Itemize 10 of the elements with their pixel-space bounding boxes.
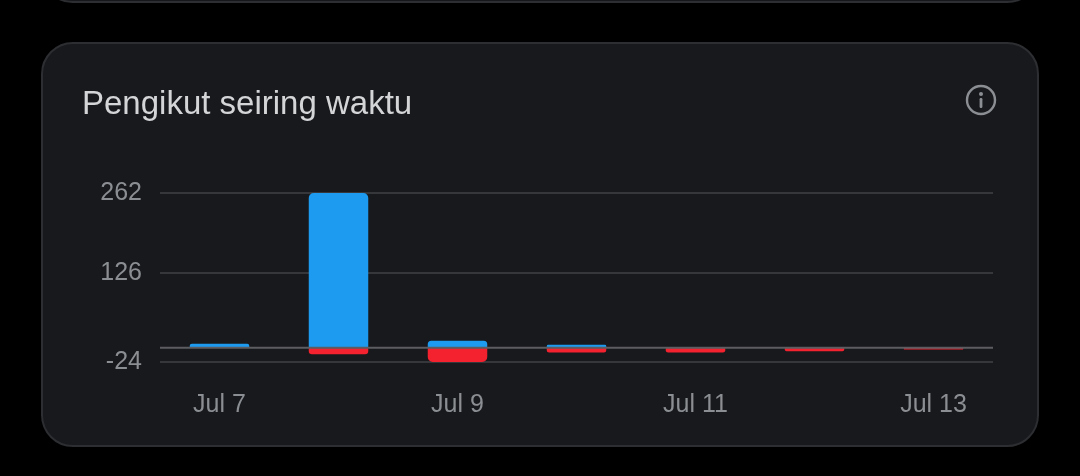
y-tick-label: 126 (100, 257, 142, 286)
y-tick-label: 262 (100, 176, 142, 205)
x-tick-label: Jul 11 (663, 388, 728, 417)
x-tick-label: Jul 13 (900, 388, 967, 417)
chart-title: Pengikut seiring waktu (82, 84, 413, 122)
bar (427, 347, 488, 362)
bar (308, 193, 369, 348)
x-tick-label: Jul 9 (431, 388, 484, 417)
x-tick-label: Jul 7 (193, 388, 246, 417)
y-tick-label: -24 (105, 345, 143, 374)
